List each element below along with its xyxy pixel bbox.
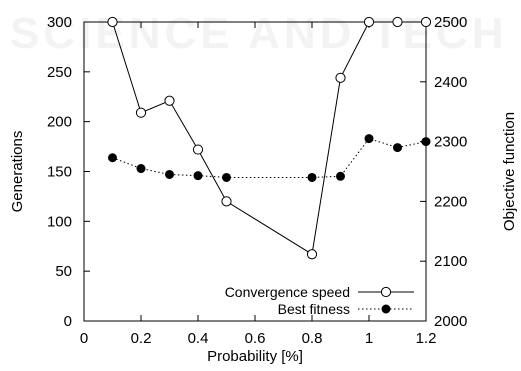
- data-point-1: [166, 170, 174, 178]
- legend-marker-1: [382, 305, 390, 313]
- data-point-0: [364, 17, 373, 26]
- series-line-1: [113, 139, 427, 178]
- data-point-1: [337, 172, 345, 180]
- legend-marker-0: [381, 287, 390, 296]
- data-point-0: [136, 108, 145, 117]
- data-point-0: [193, 145, 202, 154]
- y-right-tick-label: 2500: [434, 14, 467, 31]
- y-axis-right-label: Objective function: [501, 112, 518, 231]
- y-left-tick-label: 100: [47, 213, 72, 230]
- y-left-tick-label: 0: [64, 313, 72, 330]
- x-axis-label: Probability [%]: [207, 348, 303, 365]
- data-point-0: [222, 197, 231, 206]
- x-tick-label: 0.8: [302, 330, 323, 347]
- data-point-1: [365, 135, 373, 143]
- x-tick-label: 0.4: [188, 330, 209, 347]
- data-point-1: [422, 138, 430, 146]
- data-point-1: [223, 173, 231, 181]
- legend-label-0: Convergence speed: [225, 284, 350, 300]
- watermark-text: SCIENCE AND TECH: [10, 9, 508, 58]
- data-point-1: [194, 172, 202, 180]
- data-point-0: [393, 17, 402, 26]
- data-point-0: [336, 73, 345, 82]
- x-tick-label: 1: [365, 330, 373, 347]
- data-point-1: [109, 154, 117, 162]
- data-point-0: [307, 250, 316, 259]
- y-left-tick-label: 150: [47, 164, 72, 181]
- data-point-1: [308, 173, 316, 181]
- y-right-tick-label: 2300: [434, 134, 467, 151]
- x-tick-label: 0: [80, 330, 88, 347]
- y-left-tick-label: 50: [55, 263, 72, 280]
- y-right-tick-label: 2000: [434, 313, 467, 330]
- legend-label-1: Best fitness: [278, 301, 350, 317]
- data-point-1: [394, 144, 402, 152]
- y-left-tick-label: 200: [47, 114, 72, 131]
- y-left-tick-label: 250: [47, 64, 72, 81]
- data-point-0: [421, 17, 430, 26]
- data-point-0: [108, 17, 117, 26]
- data-point-0: [165, 96, 174, 105]
- y-right-tick-label: 2400: [434, 74, 467, 91]
- plot-frame: [84, 22, 426, 321]
- y-axis-left-label: Generations: [9, 131, 26, 213]
- y-left-tick-label: 300: [47, 14, 72, 31]
- data-point-1: [137, 165, 145, 173]
- x-tick-label: 1.2: [416, 330, 437, 347]
- x-tick-label: 0.6: [245, 330, 266, 347]
- x-tick-label: 0.2: [131, 330, 152, 347]
- y-right-tick-label: 2200: [434, 193, 467, 210]
- y-right-tick-label: 2100: [434, 253, 467, 270]
